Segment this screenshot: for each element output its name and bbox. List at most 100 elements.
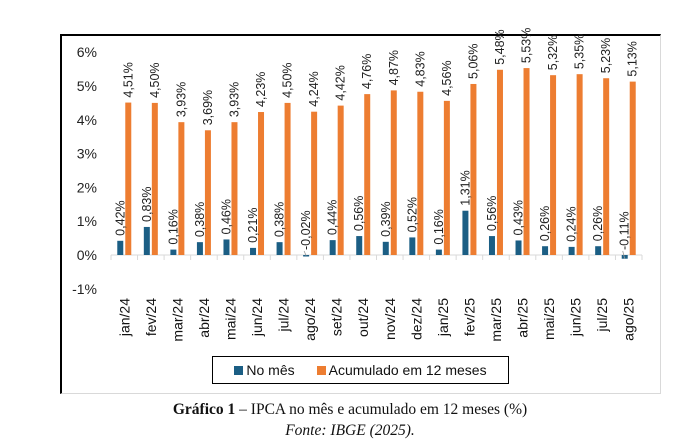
bar-acumulado <box>417 91 424 255</box>
bars <box>117 68 636 259</box>
bar-acumulado <box>231 122 238 255</box>
data-label-acumulado: 5,53% <box>520 28 534 63</box>
bar-acumulado <box>603 78 610 255</box>
x-tick-label: nov/24 <box>382 298 398 340</box>
x-tick-label: mai/25 <box>541 298 557 340</box>
bar-acumulado <box>629 81 636 255</box>
x-tick-label: jul/25 <box>594 298 610 333</box>
bar-acumulado <box>204 130 211 255</box>
data-label-no-mes: 0,56% <box>485 196 499 231</box>
x-tick-label: ago/25 <box>621 298 637 341</box>
data-label-no-mes: 0,56% <box>352 196 366 231</box>
data-label-acumulado: 3,93% <box>227 82 241 117</box>
x-tick-label: mar/24 <box>169 298 185 342</box>
bar-acumulado <box>284 102 291 256</box>
y-axis: 6% 5% 4% 3% 2% 1% 0% -1% <box>72 44 97 297</box>
bar-acumulado <box>550 75 557 256</box>
bar-acumulado <box>125 102 132 255</box>
x-axis <box>110 254 643 260</box>
data-label-no-mes: -0,02% <box>299 210 313 250</box>
legend-item-no-mes: No mês <box>234 362 295 378</box>
bar-no-mes <box>250 247 257 255</box>
data-label-acumulado: 4,42% <box>334 65 348 100</box>
data-label-no-mes: 0,38% <box>273 202 287 237</box>
data-label-acumulado: 5,32% <box>546 35 560 70</box>
bar-acumulado <box>443 100 450 255</box>
y-tick-label: 3% <box>77 146 97 162</box>
data-label-acumulado: 4,76% <box>360 54 374 89</box>
legend-label-acumulado: Acumulado em 12 meses <box>328 362 487 378</box>
x-tick-label: out/24 <box>355 298 371 337</box>
data-label-leader <box>622 250 626 259</box>
bar-no-mes <box>435 249 442 255</box>
bar-acumulado <box>576 74 583 255</box>
data-label-no-mes: 0,26% <box>538 206 552 241</box>
data-label-acumulado: 5,48% <box>493 29 507 64</box>
data-label-no-mes: 0,42% <box>113 200 127 235</box>
bar-acumulado <box>523 68 530 255</box>
bar-acumulado <box>496 69 503 255</box>
data-label-leader <box>303 250 307 256</box>
bar-no-mes <box>276 242 283 255</box>
y-tick-label: 6% <box>77 44 97 60</box>
x-tick-label: set/24 <box>329 298 345 336</box>
legend-swatch-acumulado <box>316 365 326 375</box>
data-label-acumulado: 4,51% <box>121 62 135 97</box>
bar-no-mes <box>303 255 310 257</box>
data-label-acumulado: 4,23% <box>254 72 268 107</box>
bar-no-mes <box>462 210 469 255</box>
data-label-acumulado: 5,23% <box>599 38 613 73</box>
data-label-no-mes: 0,52% <box>405 197 419 232</box>
data-label-acumulado: 3,69% <box>201 90 215 125</box>
figure-caption: Gráfico 1 – IPCA no mês e acumulado em 1… <box>0 399 700 441</box>
x-tick-label: jul/24 <box>276 298 292 333</box>
x-tick-label: jun/25 <box>568 298 584 337</box>
bar-acumulado <box>364 94 371 255</box>
data-label-acumulado: 4,87% <box>387 50 401 85</box>
data-label-no-mes: 0,16% <box>166 209 180 244</box>
data-label-acumulado: 4,24% <box>307 71 321 106</box>
data-label-no-mes: 0,16% <box>432 209 446 244</box>
data-labels: 0,42% 0,83% 0,16% 0,38% 0,46% 0,21% 0,38% -0,02… <box>113 28 640 259</box>
y-tick-label: 4% <box>77 112 97 128</box>
x-tick-labels: jan/24 fev/24 mar/24 abr/24 mai/24 jun/24 jul/… <box>116 298 636 342</box>
bar-no-mes <box>621 255 628 259</box>
bar-no-mes <box>170 249 177 255</box>
x-tick-label: mar/25 <box>488 298 504 342</box>
bar-acumulado <box>470 83 477 255</box>
chart-frame <box>60 34 661 394</box>
bar-acumulado <box>311 111 318 255</box>
data-label-no-mes: 0,43% <box>512 200 526 235</box>
bar-no-mes <box>356 236 363 255</box>
data-label-acumulado: 5,13% <box>626 41 640 76</box>
bar-no-mes <box>117 240 124 255</box>
y-tick-label: 0% <box>77 247 97 263</box>
bar-acumulado <box>337 105 344 255</box>
data-label-acumulado: 5,06% <box>466 44 480 79</box>
x-tick-label: fev/24 <box>143 298 159 336</box>
bar-acumulado <box>178 122 185 255</box>
caption-source: Fonte: IBGE (2025). <box>285 422 415 439</box>
y-tick-label: 5% <box>77 78 97 94</box>
data-label-acumulado: 4,50% <box>148 62 162 97</box>
bar-acumulado <box>151 102 158 256</box>
x-tick-label: jan/25 <box>435 298 451 337</box>
data-label-no-mes: 0,26% <box>591 206 605 241</box>
caption-title-bold: Gráfico 1 <box>172 401 236 418</box>
bar-no-mes <box>143 226 150 255</box>
x-tick-label: dez/24 <box>408 298 424 340</box>
y-tick-label: 2% <box>77 179 97 195</box>
data-label-no-mes: 0,21% <box>246 207 260 242</box>
bar-no-mes <box>223 239 230 255</box>
bar-no-mes <box>409 237 416 255</box>
data-label-no-mes: 0,46% <box>219 199 233 234</box>
bar-no-mes <box>595 246 602 255</box>
bar-no-mes <box>196 242 203 255</box>
data-label-acumulado: 4,56% <box>440 60 454 95</box>
data-label-acumulado: 4,50% <box>281 62 295 97</box>
bar-acumulado <box>390 90 397 255</box>
bar-no-mes <box>488 236 495 255</box>
caption-title: Gráfico 1 – IPCA no mês e acumulado em 1… <box>0 399 700 420</box>
x-tick-label: fev/25 <box>461 298 477 336</box>
bar-no-mes <box>382 241 389 255</box>
